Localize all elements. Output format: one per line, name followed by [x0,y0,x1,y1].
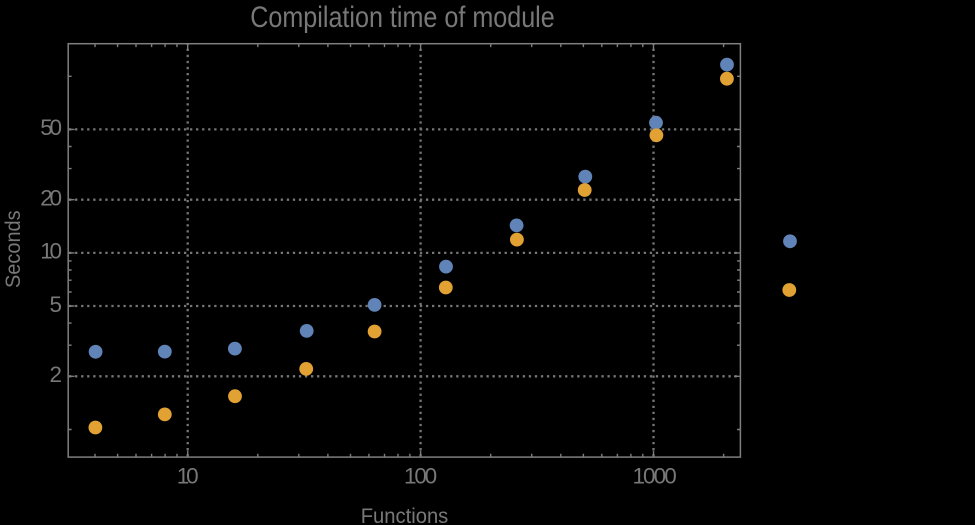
svg-text:Seconds: Seconds [2,210,25,288]
svg-text:Functions: Functions [361,505,449,525]
svg-text:50: 50 [40,115,62,140]
svg-text:Compilation time of module: Compilation time of module [250,1,555,34]
svg-text:100: 100 [404,464,437,489]
svg-text:5: 5 [49,292,62,317]
svg-text:10: 10 [40,239,62,264]
svg-text:20: 20 [40,186,62,211]
svg-text:2: 2 [49,362,62,387]
svg-text:10: 10 [177,464,199,489]
svg-text:1000: 1000 [632,464,676,489]
